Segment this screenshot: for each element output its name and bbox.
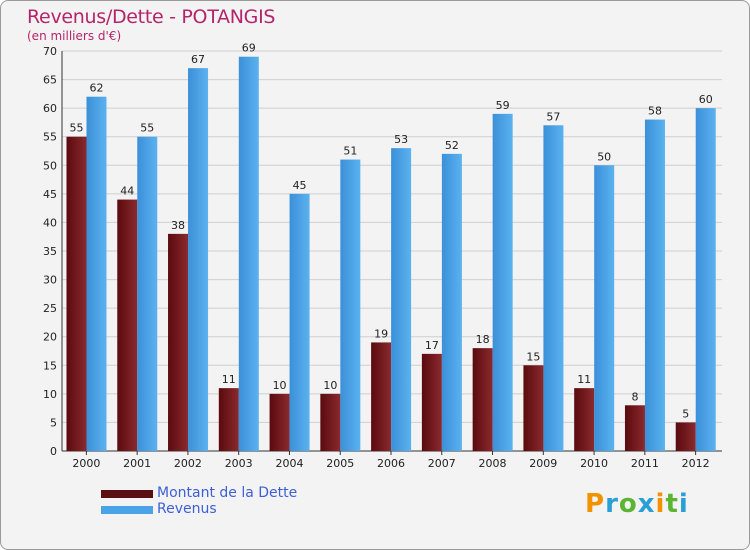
- data-label-revenus-2007: 52: [445, 139, 459, 152]
- bar-revenus-2005: [340, 159, 361, 452]
- x-tick-label-2002: 2002: [174, 457, 202, 470]
- bar-dette-2006: [371, 342, 392, 451]
- y-tick-label-60: 60: [43, 102, 57, 115]
- data-label-revenus-2010: 50: [597, 150, 611, 163]
- logo-letter: i: [678, 489, 689, 519]
- data-label-dette-2003: 11: [222, 373, 236, 386]
- y-tick-label-65: 65: [43, 74, 57, 87]
- y-tick-label-0: 0: [50, 445, 57, 458]
- data-label-dette-2001: 44: [120, 185, 134, 198]
- bar-revenus-2010: [594, 165, 615, 452]
- x-tick-label-2010: 2010: [580, 457, 608, 470]
- bar-revenus-2011: [644, 119, 665, 452]
- x-tick-label-2001: 2001: [123, 457, 151, 470]
- y-tick-label-40: 40: [43, 216, 57, 229]
- data-label-dette-2010: 11: [577, 373, 591, 386]
- y-tick-label-25: 25: [43, 302, 57, 315]
- bar-revenus-2012: [695, 108, 716, 452]
- bar-revenus-2009: [543, 125, 564, 452]
- data-label-dette-2009: 15: [526, 350, 540, 363]
- data-label-revenus-2011: 58: [648, 105, 662, 118]
- logo-letter: x: [637, 489, 656, 519]
- data-label-dette-2011: 8: [631, 390, 638, 403]
- x-tick-label-2003: 2003: [225, 457, 253, 470]
- x-tick-label-2006: 2006: [377, 457, 405, 470]
- bar-dette-2009: [523, 365, 544, 451]
- bar-dette-2002: [168, 233, 189, 451]
- legend-label-dette: Montant de la Dette: [157, 485, 298, 501]
- data-label-dette-2004: 10: [273, 379, 287, 392]
- legend-swatch-dette: [101, 490, 153, 498]
- y-tick-label-35: 35: [43, 245, 57, 258]
- bar-dette-2003: [218, 388, 239, 451]
- data-label-dette-2000: 55: [70, 122, 84, 135]
- x-tick-label-2012: 2012: [682, 457, 710, 470]
- data-label-dette-2012: 5: [682, 407, 689, 420]
- data-label-revenus-2002: 67: [191, 53, 205, 66]
- y-tick-label-20: 20: [43, 331, 57, 344]
- bar-dette-2004: [269, 393, 290, 451]
- bar-dette-2000: [66, 136, 87, 451]
- bar-dette-2011: [624, 405, 645, 451]
- data-label-revenus-2009: 57: [546, 110, 560, 123]
- bar-dette-2005: [320, 393, 341, 451]
- x-tick-label-2005: 2005: [326, 457, 354, 470]
- data-label-revenus-2006: 53: [394, 133, 408, 146]
- y-tick-label-50: 50: [43, 159, 57, 172]
- data-label-revenus-2008: 59: [496, 99, 510, 112]
- logo-letter: r: [605, 489, 619, 519]
- chart-title: Revenus/Dette - POTANGIS: [27, 6, 276, 28]
- data-label-revenus-2001: 55: [140, 122, 154, 135]
- data-label-revenus-2004: 45: [293, 179, 307, 192]
- bar-revenus-2002: [188, 68, 209, 452]
- x-tick-label-2004: 2004: [275, 457, 303, 470]
- y-tick-label-10: 10: [43, 388, 57, 401]
- logo-letter: P: [585, 489, 606, 519]
- x-tick-label-2000: 2000: [72, 457, 100, 470]
- bar-revenus-2006: [391, 148, 412, 451]
- x-tick-label-2011: 2011: [631, 457, 659, 470]
- data-label-dette-2008: 18: [476, 333, 490, 346]
- data-label-revenus-2005: 51: [343, 145, 357, 158]
- y-tick-label-30: 30: [43, 274, 57, 287]
- logo-letter: i: [655, 489, 666, 519]
- bar-revenus-2003: [238, 56, 259, 451]
- logo-letter: t: [665, 489, 679, 519]
- data-label-revenus-2000: 62: [90, 82, 104, 95]
- bar-revenus-2000: [86, 96, 107, 451]
- bar-revenus-2007: [441, 153, 462, 451]
- bar-dette-2010: [574, 388, 595, 451]
- bar-dette-2007: [421, 353, 442, 451]
- legend-swatch-revenus: [101, 506, 153, 514]
- data-label-dette-2005: 10: [323, 379, 337, 392]
- chart-subtitle: (en milliers d'€): [27, 29, 122, 43]
- y-tick-label-15: 15: [43, 359, 57, 372]
- legend-label-revenus: Revenus: [157, 501, 217, 517]
- proxiti-logo: Proxiti: [585, 489, 689, 519]
- y-tick-label-45: 45: [43, 188, 57, 201]
- bar-dette-2008: [472, 348, 493, 451]
- y-tick-label-55: 55: [43, 131, 57, 144]
- data-label-revenus-2003: 69: [242, 42, 256, 55]
- bar-revenus-2004: [289, 193, 310, 451]
- y-tick-label-70: 70: [43, 45, 57, 58]
- logo-letter: o: [618, 489, 638, 519]
- x-tick-label-2008: 2008: [479, 457, 507, 470]
- bar-revenus-2001: [137, 136, 158, 451]
- data-label-dette-2007: 17: [425, 339, 439, 352]
- bar-dette-2001: [117, 199, 138, 451]
- y-tick-label-5: 5: [50, 416, 57, 429]
- bar-revenus-2008: [492, 113, 513, 451]
- data-label-dette-2006: 19: [374, 327, 388, 340]
- bar-dette-2012: [675, 422, 696, 451]
- data-label-revenus-2012: 60: [699, 93, 713, 106]
- x-tick-label-2009: 2009: [529, 457, 557, 470]
- data-label-dette-2002: 38: [171, 219, 185, 232]
- x-tick-label-2007: 2007: [428, 457, 456, 470]
